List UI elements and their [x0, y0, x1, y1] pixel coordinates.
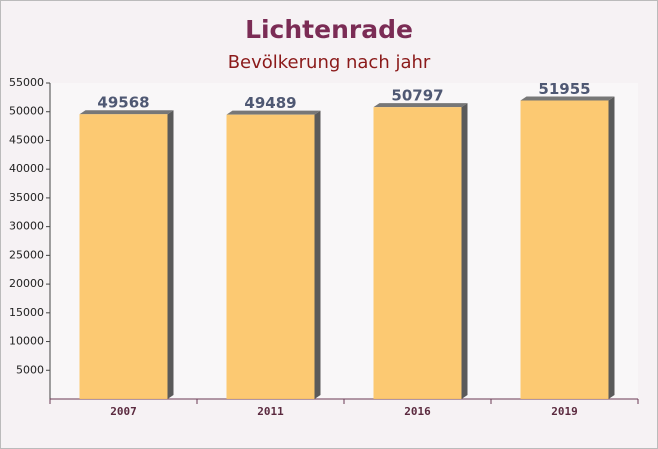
bar-shadow	[520, 96, 615, 101]
x-tick-label: 2019	[551, 405, 578, 418]
bar	[520, 100, 609, 400]
y-tick-label: 5000	[16, 363, 44, 376]
bar-shadow	[167, 110, 174, 399]
y-tick-label: 25000	[9, 248, 44, 261]
chart-title: Lichtenrade	[245, 15, 413, 44]
x-tick-label: 2011	[257, 405, 284, 418]
bar	[226, 114, 315, 399]
bar-shadow	[373, 103, 468, 108]
y-tick-label: 50000	[9, 105, 44, 118]
y-tick-label: 15000	[9, 306, 44, 319]
bar	[79, 114, 168, 399]
value-label: 49489	[244, 94, 296, 112]
y-tick-label: 30000	[9, 220, 44, 233]
y-tick-label: 20000	[9, 277, 44, 290]
value-label: 50797	[391, 87, 443, 105]
chart-subtitle: Bevölkerung nach jahr	[228, 52, 431, 73]
y-tick-label: 10000	[9, 335, 44, 348]
y-tick-label: 35000	[9, 191, 44, 204]
bar-shadow	[314, 110, 321, 399]
value-label: 51955	[538, 80, 590, 98]
bar-shadow	[79, 110, 174, 115]
bar-shadow	[461, 103, 468, 400]
x-tick-label: 2007	[110, 405, 137, 418]
x-tick-label: 2016	[404, 405, 431, 418]
y-tick-label: 55000	[9, 76, 44, 89]
bar	[373, 107, 462, 400]
y-tick-label: 45000	[9, 133, 44, 146]
bar-shadow	[226, 110, 321, 115]
y-tick-label: 40000	[9, 162, 44, 175]
bar-shadow	[608, 96, 615, 400]
value-label: 49568	[97, 94, 149, 112]
